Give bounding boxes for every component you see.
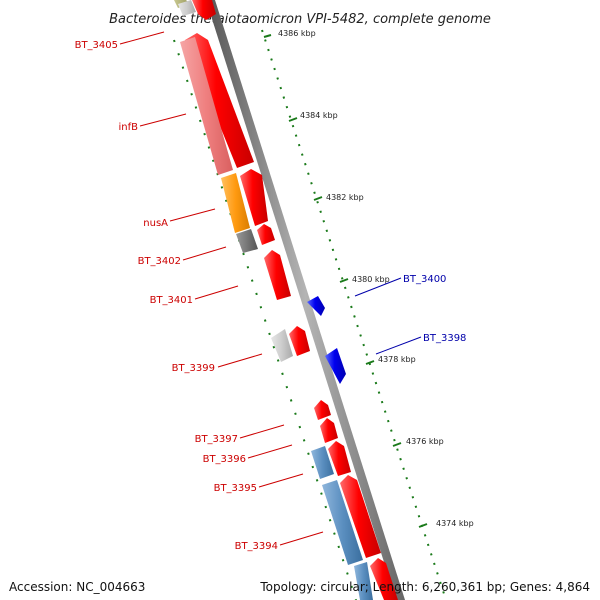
gene-nusa-forward[interactable]	[240, 169, 268, 226]
genome-backbone	[206, 0, 405, 600]
leader-bt3399	[217, 353, 263, 368]
leader-nusa	[169, 208, 216, 222]
leader-bt3405	[119, 31, 165, 45]
leader-infb	[139, 113, 187, 127]
leader-bt3402	[182, 246, 227, 261]
gene-bt3394-forward[interactable]	[370, 558, 398, 600]
gene-bt3399-forward[interactable]	[289, 326, 310, 356]
gene-bt3396-forward[interactable]	[328, 441, 351, 476]
leader-bt3398	[375, 336, 422, 355]
gene-bt3402-reverse[interactable]	[236, 229, 258, 253]
accession-text: Accession: NC_004663	[9, 580, 146, 594]
gene-bt3401-forward[interactable]	[264, 250, 291, 300]
leader-bt3396	[247, 444, 293, 459]
inner-tick-track	[173, 39, 357, 600]
tick-label: 4374 kbp	[436, 519, 474, 528]
gene-infb-reverse[interactable]	[180, 37, 233, 175]
tick-label: 4378 kbp	[378, 355, 416, 364]
gene-bt3402-forward[interactable]	[257, 224, 275, 245]
gene-bt3405-forward[interactable]	[192, 0, 216, 20]
leader-bt3394	[279, 531, 324, 546]
gene-bt3399-reverse[interactable]	[271, 329, 293, 362]
scale-tick-4374: 4374 kbp	[418, 519, 474, 528]
gene-bt3396-reverse[interactable]	[311, 446, 334, 479]
gene-bt3398[interactable]	[325, 348, 346, 384]
label-nusa[interactable]: nusA	[143, 218, 168, 229]
tick-label: 4376 kbp	[406, 437, 444, 446]
scale-tick-4384: 4384 kbp	[288, 111, 338, 122]
tick-label: 4382 kbp	[326, 193, 364, 202]
gene-bt3397-forward-a[interactable]	[314, 400, 331, 420]
label-bt3399[interactable]: BT_3399	[172, 363, 215, 374]
gene-bt3395-reverse[interactable]	[322, 480, 363, 565]
gene-bt3395-forward[interactable]	[340, 475, 381, 558]
label-bt3396[interactable]: BT_3396	[203, 454, 246, 465]
label-bt3402[interactable]: BT_3402	[138, 256, 181, 267]
scale-tick-4382: 4382 kbp	[313, 193, 364, 202]
label-bt3400[interactable]: BT_3400	[403, 274, 446, 285]
scale-tick-4378: 4378 kbp	[365, 355, 416, 365]
label-infb[interactable]: infB	[119, 122, 139, 133]
scale-tick-4376: 4376 kbp	[392, 437, 444, 447]
leader-bt3400	[354, 277, 402, 297]
scale-tick-4386: 4386 kbp	[263, 29, 316, 38]
label-bt3401[interactable]: BT_3401	[150, 295, 193, 306]
tick-label: 4380 kbp	[352, 275, 390, 284]
leader-bt3397	[239, 424, 285, 439]
leader-bt3401	[194, 285, 239, 300]
gene-nusa-reverse[interactable]	[221, 173, 250, 233]
leader-bt3395	[258, 473, 304, 488]
tick-label: 4386 kbp	[278, 29, 316, 38]
label-bt3395[interactable]: BT_3395	[214, 483, 257, 494]
label-bt3405[interactable]: BT_3405	[75, 40, 118, 51]
gene-bt3394-reverse[interactable]	[354, 562, 373, 600]
scale-tick-4380: 4380 kbp	[339, 275, 390, 284]
map-title: Bacteroides thetaiotaomicron VPI-5482, c…	[109, 12, 491, 27]
tick-label: 4384 kbp	[300, 111, 338, 120]
gene-bt3400[interactable]	[307, 296, 325, 316]
label-bt3398[interactable]: BT_3398	[423, 333, 466, 344]
gene-bt3397-forward-b[interactable]	[320, 418, 338, 443]
label-bt3394[interactable]: BT_3394	[235, 541, 278, 552]
label-bt3397[interactable]: BT_3397	[195, 434, 238, 445]
gene-bt3405-reverse[interactable]	[178, 0, 196, 16]
genome-summary-text: Topology: circular; Length: 6,260,361 bp…	[260, 580, 590, 594]
